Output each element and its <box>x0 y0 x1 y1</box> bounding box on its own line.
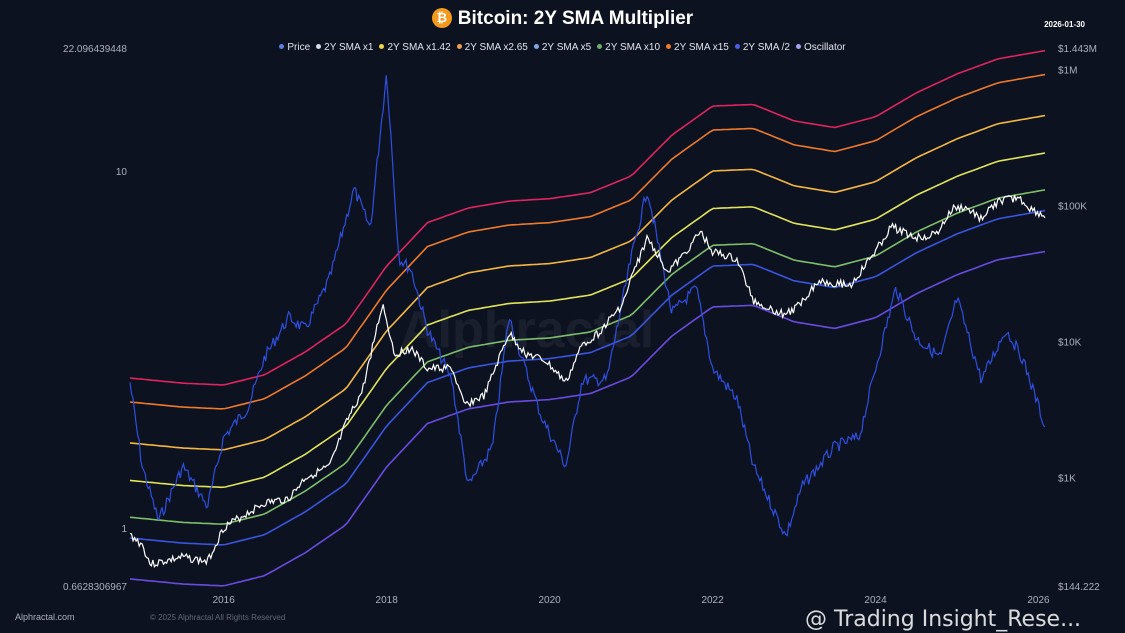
overlay-watermark: @ Trading Insight_Rese... <box>805 607 1082 632</box>
y-right-tick-label: $100K <box>1058 202 1087 213</box>
legend-marker <box>316 44 322 49</box>
x-tick-label: 2016 <box>213 595 236 606</box>
date-label: 2026-01-30 <box>1044 20 1085 29</box>
x-tick-label: 2024 <box>864 595 887 606</box>
legend-marker <box>795 44 801 49</box>
site-label: Alphractal.com <box>15 612 75 622</box>
sma-band-x10 <box>129 73 1046 410</box>
sma-band-x15 <box>129 49 1046 386</box>
legend-item[interactable]: 2Y SMA x15 <box>666 42 729 53</box>
legend-marker <box>533 44 539 49</box>
y-right-tick-label: $1M <box>1058 66 1077 77</box>
bitcoin-icon: ₿ <box>431 8 452 28</box>
y-left-tick-label: 22.096439448 <box>63 44 127 55</box>
copyright: © 2025 Alphractal All Rights Reserved <box>150 613 286 622</box>
x-tick-label: 2026 <box>1027 595 1050 606</box>
legend-item[interactable]: 2Y SMA x1 <box>316 42 373 53</box>
legend-marker <box>666 44 672 49</box>
sma-band-x1.42 <box>129 189 1046 525</box>
y-right-tick-label: $144.222 <box>1058 582 1100 593</box>
legend-marker <box>279 44 285 49</box>
sma-band-x0.5 <box>129 250 1046 587</box>
legend-item[interactable]: Price <box>279 42 310 53</box>
oscillator-line <box>129 75 1046 537</box>
sma-band-x5 <box>129 114 1046 451</box>
sma-band-x1 <box>129 209 1046 546</box>
legend-marker <box>456 44 462 49</box>
legend: Price 2Y SMA x1 2Y SMA x1.42 2Y SMA x2.65 2Y… <box>0 42 1125 53</box>
x-tick-label: 2022 <box>701 595 724 606</box>
y-right-tick-label: $1.443M <box>1058 44 1097 55</box>
legend-item[interactable]: 2Y SMA x1.42 <box>379 42 451 53</box>
chart-title: ₿ Bitcoin: 2Y SMA Multiplier <box>0 8 1125 30</box>
x-tick-label: 2018 <box>376 595 399 606</box>
y-left-tick-label: 1 <box>121 524 127 535</box>
y-left-tick-label: 10 <box>116 167 128 178</box>
legend-item[interactable]: 2Y SMA x10 <box>597 42 660 53</box>
price-line <box>129 194 1046 568</box>
legend-item[interactable]: 2Y SMA x5 <box>533 42 591 53</box>
y-right-tick-label: $10K <box>1058 338 1082 349</box>
y-right-tick-label: $1K <box>1058 474 1076 485</box>
legend-item[interactable]: Oscillator <box>795 42 846 53</box>
legend-marker <box>734 44 740 49</box>
sma-band-x2.65 <box>129 152 1046 489</box>
x-tick-label: 2020 <box>538 595 561 606</box>
legend-marker <box>379 44 385 49</box>
legend-item[interactable]: 2Y SMA /2 <box>734 42 790 53</box>
y-left-tick-label: 0.6628306967 <box>63 582 127 593</box>
legend-item[interactable]: 2Y SMA x2.65 <box>456 42 528 53</box>
legend-marker <box>597 44 603 49</box>
